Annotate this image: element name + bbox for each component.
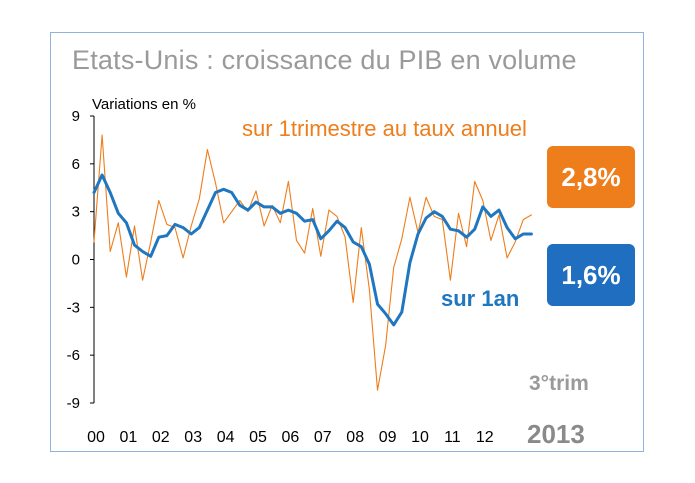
x-tick-label: 04 [217, 429, 235, 446]
x-tick-label: 09 [379, 429, 397, 446]
series-label-quarterly: sur 1trimestre au taux annuel [242, 116, 527, 141]
quarterly-value-badge: 2,8% [547, 146, 635, 208]
y-tick-label: -3 [67, 299, 80, 316]
series-line-annual [92, 173, 533, 327]
x-tick-label: 00 [87, 429, 105, 446]
chart-frame [50, 32, 644, 452]
x-tick-label: 01 [120, 429, 138, 446]
annual-value-badge: 1,6% [547, 244, 635, 306]
y-axis-label: Variations en % [92, 96, 196, 113]
x-tick-label: 02 [152, 429, 170, 446]
y-tick-label: 3 [72, 204, 80, 221]
x-tick-label: 12 [476, 429, 494, 446]
x-tick-label: 05 [249, 429, 267, 446]
x-tick-label: 07 [314, 429, 332, 446]
x-tick-label: 11 [444, 429, 461, 446]
x-tick-label: 06 [282, 429, 300, 446]
y-tick-label: 9 [72, 108, 80, 125]
series-line-quarterly [93, 134, 532, 391]
period-annotation: 3°trim [529, 372, 589, 395]
chart-title: Etats-Unis : croissance du PIB en volume [72, 45, 577, 75]
y-tick-label: -6 [67, 347, 80, 364]
y-tick-label: 0 [72, 252, 80, 269]
x-tick-label: 08 [346, 429, 364, 446]
x-tick-label: 10 [411, 429, 429, 446]
y-tick-label: -9 [67, 395, 80, 412]
y-tick-label: 6 [72, 156, 80, 173]
year-annotation: 2013 [527, 419, 585, 449]
series-label-annual: sur 1an [441, 286, 520, 311]
x-tick-label: 03 [184, 429, 202, 446]
